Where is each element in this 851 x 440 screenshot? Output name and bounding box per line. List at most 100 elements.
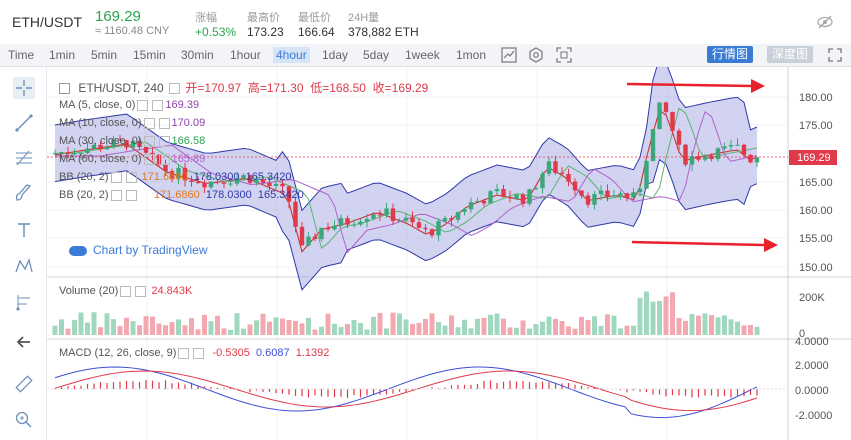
volume-bar: [403, 319, 409, 335]
candle-body: [462, 209, 467, 212]
bb1-legend: BB (20, 2) 171.6860 178.0300 165.3420: [59, 171, 292, 183]
candle-body: [481, 200, 487, 204]
candle-body: [494, 189, 500, 192]
candle-body: [176, 167, 181, 179]
bb1-basis: 171.6860: [141, 171, 188, 183]
tf-15min[interactable]: 15min: [133, 48, 166, 62]
macd-value: 0.6087: [255, 347, 290, 359]
arrow-left-icon[interactable]: [13, 331, 35, 353]
candle-body: [533, 188, 539, 190]
candle-body: [280, 183, 285, 187]
last-price: 169.29: [95, 8, 141, 25]
candle-body: [384, 208, 389, 215]
eye-off-icon[interactable]: [817, 14, 833, 30]
bollinger-band: [55, 67, 757, 290]
volume-bar: [384, 328, 389, 335]
volume-bar: [364, 329, 370, 335]
volume-bar: [598, 325, 604, 335]
volume-bar: [195, 329, 201, 335]
pattern-icon[interactable]: [13, 255, 35, 277]
volume-bar: [59, 319, 64, 335]
candle-body: [390, 208, 396, 222]
macd-tick: 0.0000: [795, 385, 829, 397]
tf-1mon[interactable]: 1mon: [456, 48, 487, 62]
volume-bar: [371, 316, 376, 335]
candle-body: [345, 218, 350, 225]
candle-body: [754, 157, 760, 163]
volume-bar: [637, 297, 643, 335]
price-chart[interactable]: 180.00 175.00 165.00 160.00 155.00 150.0…: [47, 67, 851, 440]
candle-body: [59, 152, 64, 154]
volume-bar: [52, 325, 58, 335]
measure-icon[interactable]: [13, 291, 35, 313]
text-icon[interactable]: [13, 219, 35, 241]
macd-tick: -2.0000: [795, 410, 832, 422]
candle-body: [260, 179, 266, 183]
ma30-value: 166.58: [171, 135, 206, 147]
candle-body: [683, 144, 688, 165]
crosshair-icon[interactable]: [13, 77, 35, 99]
indicator-icon[interactable]: [500, 46, 518, 64]
ma5-legend: MA (5, close, 0) 169.39: [59, 99, 199, 111]
tf-5min[interactable]: 5min: [91, 48, 118, 62]
volume-legend: Volume (20) 24.843K: [59, 285, 192, 297]
volume-bar: [741, 325, 747, 335]
trendline-icon[interactable]: [13, 112, 35, 134]
ruler-icon[interactable]: [13, 373, 35, 395]
settings-icon[interactable]: [169, 83, 181, 95]
candle-body: [650, 129, 656, 162]
fullscreen-icon[interactable]: [555, 46, 573, 64]
volume-bar: [215, 315, 220, 335]
volume-bar: [351, 320, 357, 335]
volume-bar: [722, 315, 727, 335]
fib-icon[interactable]: [13, 147, 35, 169]
volume-bar: [241, 328, 246, 335]
volume-bar: [202, 314, 207, 335]
volume-bar: [657, 300, 662, 335]
change-value: +0.53%: [195, 25, 237, 39]
volume-bar: [436, 322, 441, 335]
candle-view-button[interactable]: 行情图: [707, 46, 754, 63]
settings-icon[interactable]: [527, 46, 545, 64]
candle-body: [670, 111, 675, 131]
zoom-icon[interactable]: [13, 409, 35, 431]
tf-1week[interactable]: 1week: [405, 48, 440, 62]
macd-tick: 4.0000: [795, 336, 829, 348]
volume-bar: [137, 325, 142, 335]
brush-icon[interactable]: [13, 182, 35, 204]
pair-name: ETH/USDT: [12, 14, 82, 30]
collapse-icon[interactable]: [59, 83, 70, 95]
candle-body: [78, 153, 84, 155]
ma10-label: MA (10, close, 0): [59, 117, 142, 129]
volume-bar: [429, 313, 435, 335]
volume-bar: [728, 319, 734, 335]
tf-1day[interactable]: 1day: [322, 48, 349, 62]
legend-title: ETH/USDT, 240: [78, 81, 164, 95]
volume-bar: [481, 317, 487, 335]
tf-1hour[interactable]: 1hour: [230, 48, 261, 62]
low-value: 166.64: [298, 25, 335, 39]
expand-icon[interactable]: [826, 46, 844, 64]
candle-body: [455, 211, 461, 220]
candle-body: [72, 153, 77, 155]
tradingview-watermark[interactable]: Chart by TradingView: [69, 243, 208, 257]
tf-4hour[interactable]: 4hour: [273, 47, 310, 63]
ticker-header: ETH/USDT 169.29 ≈ 1160.48 CNY 涨幅 +0.53% …: [0, 0, 851, 45]
chart-area[interactable]: 180.00 175.00 165.00 160.00 155.00 150.0…: [47, 67, 851, 440]
tf-time[interactable]: Time: [8, 48, 35, 62]
bb1-upper: 178.0300: [193, 171, 240, 183]
volume-tick: 0: [799, 328, 805, 340]
depth-view-button[interactable]: 深度图: [767, 46, 814, 63]
tf-5day[interactable]: 5day: [363, 48, 390, 62]
volume-bar: [702, 313, 708, 335]
tf-30min[interactable]: 30min: [181, 48, 214, 62]
main-legend: ETH/USDT, 240 开=170.97 高=171.30 低=168.50…: [59, 79, 428, 96]
tf-1min[interactable]: 1min: [49, 48, 76, 62]
volume-bar: [72, 319, 77, 335]
volume-bar: [293, 320, 298, 335]
bb1-lower: 165.3420: [245, 171, 292, 183]
candle-body: [247, 175, 253, 183]
volume-bar: [117, 325, 123, 335]
candle-body: [117, 139, 123, 141]
macd-signal-line: [54, 370, 758, 412]
